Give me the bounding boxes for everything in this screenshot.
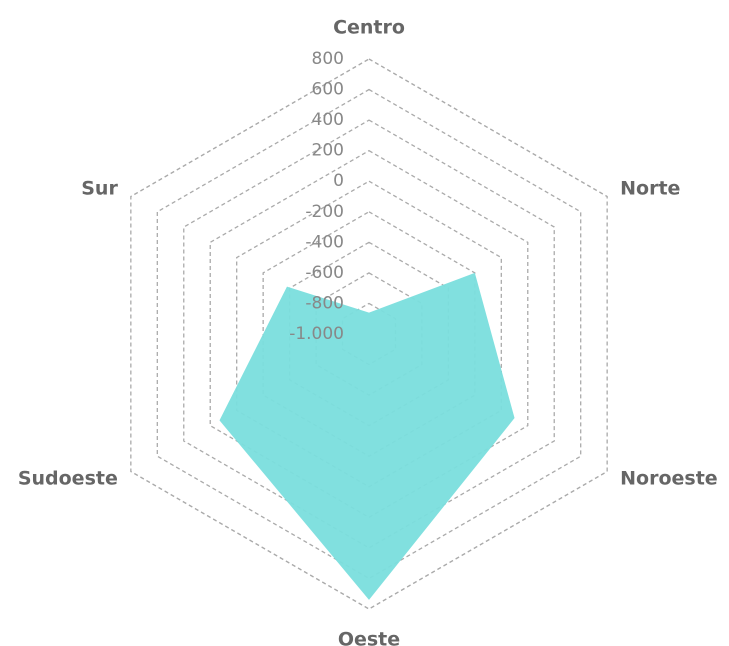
grid-ring [183, 119, 555, 549]
y-tick-label: 800 [312, 49, 344, 69]
category-label: Sudoeste [18, 468, 118, 490]
y-tick-label: 200 [312, 141, 344, 161]
area [219, 272, 515, 600]
category-label: Oeste [338, 629, 400, 646]
y-tick-label: 0 [333, 171, 344, 191]
category-label: Norte [620, 178, 680, 200]
y-tick-label: -600 [305, 263, 344, 283]
y-tick-label: -800 [305, 293, 344, 313]
y-tick-label: -400 [305, 232, 344, 252]
category-label: Noroeste [620, 468, 718, 490]
y-tick-label: 400 [312, 110, 344, 130]
y-tick-label: -200 [305, 202, 344, 222]
category-label: Sur [81, 178, 118, 200]
grid-ring [130, 58, 608, 610]
y-tick-label: 600 [312, 80, 344, 100]
y-tick-label: -1.000 [289, 324, 344, 344]
category-label: Centro [333, 17, 405, 39]
